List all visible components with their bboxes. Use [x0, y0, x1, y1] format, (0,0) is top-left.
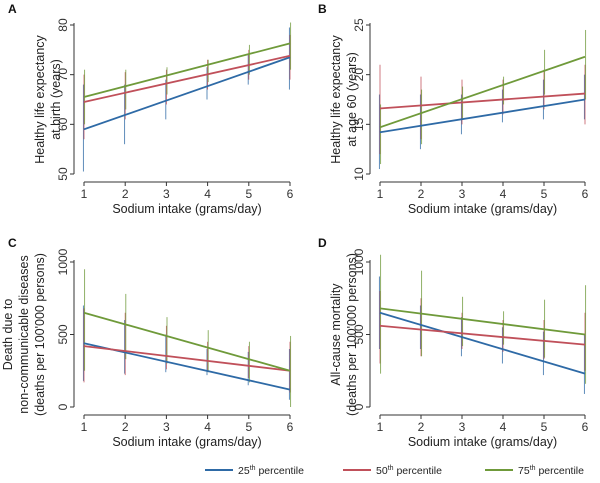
panel-c: C 0 500 1000 1 2 3 4 5 6 Sodium intake (grams/day)… — [1, 236, 294, 449]
y-axis-label: (deaths per 100'000 persons) — [33, 253, 47, 416]
legend-number: 75 — [518, 465, 530, 477]
series-line-p75 — [379, 55, 586, 129]
legend-superscript: th — [530, 465, 536, 472]
legend-superscript: th — [388, 465, 394, 472]
panel-b: B 10 15 20 25 1 2 3 4 5 6 Sodium intake (grams/day)… — [318, 2, 589, 216]
x-tick-label: 3 — [459, 420, 466, 434]
x-tick-label: 5 — [541, 187, 548, 201]
y-tick-label: 1000 — [56, 248, 70, 275]
series-line-p75 — [83, 42, 291, 98]
y-tick-label: 500 — [56, 324, 70, 344]
panel-a: A 50 60 70 80 1 2 3 4 5 6 Sodium intake (grams/day)… — [8, 2, 294, 216]
series-line-p50 — [83, 345, 291, 372]
y-axis-label: (deaths per 100'000 persons) — [345, 253, 359, 416]
panel-letter: A — [8, 2, 17, 16]
y-tick-label: 20 — [352, 68, 366, 82]
y-tick-label: 70 — [56, 68, 70, 82]
x-tick-label: 2 — [122, 187, 129, 201]
legend-text: percentile — [536, 465, 585, 477]
y-tick-label: 50 — [56, 167, 70, 181]
y-tick-label: 0 — [56, 403, 70, 410]
y-axis-label: Healthy life expectancy — [33, 34, 47, 163]
y-axis-label: Death due to — [1, 299, 15, 371]
y-tick-label: 15 — [352, 117, 366, 131]
series-line-p75 — [83, 311, 291, 372]
legend-label-p75: 75th percentile — [518, 465, 584, 477]
legend-label-p25: 25th percentile — [238, 465, 304, 477]
series-line-p25 — [379, 98, 586, 134]
x-tick-label: 4 — [500, 420, 507, 434]
x-tick-label: 4 — [204, 420, 211, 434]
y-axis-label: All-cause mortality — [329, 283, 343, 386]
panel-letter: B — [318, 2, 327, 16]
legend-text: percentile — [394, 465, 443, 477]
x-axis-label: Sodium intake (grams/day) — [408, 202, 557, 216]
x-tick-label: 6 — [287, 420, 294, 434]
x-axis-label: Sodium intake (grams/day) — [112, 435, 261, 449]
legend-label-p50: 50th percentile — [376, 465, 442, 477]
panel-letter: D — [318, 236, 327, 250]
x-tick-label: 6 — [582, 187, 589, 201]
x-tick-label: 6 — [287, 187, 294, 201]
panel-letter: C — [8, 236, 17, 250]
x-tick-label: 3 — [459, 187, 466, 201]
x-tick-label: 5 — [541, 420, 548, 434]
y-axis-label: non-communicable diseases — [17, 255, 31, 413]
legend: 25th percentile 50th percentile 75th perce… — [205, 465, 584, 477]
y-tick-label: 1000 — [352, 248, 366, 275]
legend-text: percentile — [256, 465, 305, 477]
series-line-p50 — [83, 54, 291, 103]
y-tick-label: 10 — [352, 167, 366, 181]
series-line-p50 — [379, 324, 586, 346]
y-tick-label: 60 — [56, 117, 70, 131]
series-line-p25 — [379, 311, 586, 375]
y-tick-label: 0 — [352, 403, 366, 410]
legend-number: 25 — [238, 465, 250, 477]
x-axis-label: Sodium intake (grams/day) — [112, 202, 261, 216]
x-tick-label: 4 — [204, 187, 211, 201]
series-line-p75 — [379, 307, 586, 336]
x-tick-label: 1 — [81, 420, 88, 434]
x-tick-label: 5 — [245, 420, 252, 434]
y-tick-label: 80 — [56, 18, 70, 32]
x-tick-label: 1 — [377, 420, 384, 434]
x-tick-label: 5 — [245, 187, 252, 201]
x-tick-label: 2 — [122, 420, 129, 434]
panel-d: D 0 500 1000 1 2 3 4 5 6 Sodium intake (grams/day)… — [318, 236, 589, 449]
series-line-p50 — [379, 92, 586, 110]
x-tick-label: 3 — [163, 187, 170, 201]
y-axis-label: Healthy life expectancy — [329, 34, 343, 163]
x-tick-label: 2 — [418, 420, 425, 434]
y-tick-label: 500 — [352, 324, 366, 344]
x-tick-label: 1 — [377, 187, 384, 201]
x-axis-label: Sodium intake (grams/day) — [408, 435, 557, 449]
x-tick-label: 1 — [81, 187, 88, 201]
x-tick-label: 3 — [163, 420, 170, 434]
x-tick-label: 4 — [500, 187, 507, 201]
legend-superscript: th — [250, 465, 256, 472]
y-axis-label: at age 60 (years) — [345, 52, 359, 147]
y-tick-label: 25 — [352, 18, 366, 32]
legend-number: 50 — [376, 465, 388, 477]
series-line-p25 — [83, 56, 291, 131]
x-tick-label: 6 — [582, 420, 589, 434]
y-axis-label: at birth (years) — [49, 59, 63, 140]
x-tick-label: 2 — [418, 187, 425, 201]
